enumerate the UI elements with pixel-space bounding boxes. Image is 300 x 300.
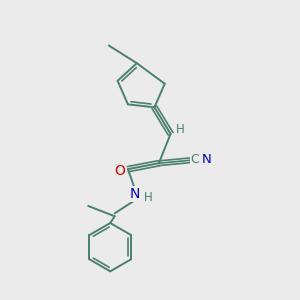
- Text: H: H: [176, 123, 184, 136]
- Text: H: H: [144, 190, 152, 204]
- Text: C: C: [191, 153, 200, 166]
- Text: N: N: [130, 187, 140, 201]
- Text: O: O: [114, 164, 125, 178]
- Text: N: N: [202, 153, 212, 166]
